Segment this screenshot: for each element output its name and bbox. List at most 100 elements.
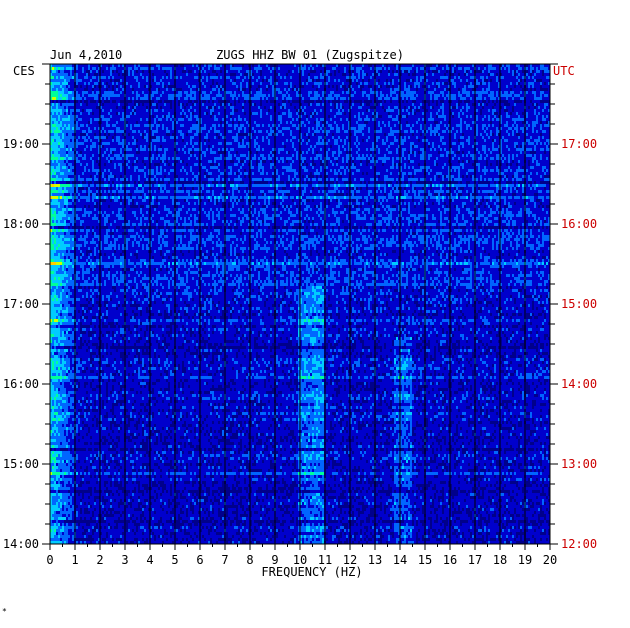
spectrogram-cell xyxy=(294,64,296,67)
spectrogram-cell xyxy=(472,193,474,196)
spectrogram-cell xyxy=(266,178,268,181)
spectrogram-cell xyxy=(98,151,100,154)
spectrogram-cell xyxy=(180,91,182,94)
spectrogram-cell xyxy=(58,94,60,97)
spectrogram-cell xyxy=(420,190,422,193)
spectrogram-cell xyxy=(464,121,466,124)
spectrogram-cell xyxy=(434,196,436,199)
spectrogram-cell xyxy=(318,154,320,157)
spectrogram-cell xyxy=(322,142,324,145)
spectrogram-cell xyxy=(136,94,138,97)
spectrogram-cell xyxy=(232,109,234,112)
spectrogram-cell xyxy=(150,172,152,175)
spectrogram-cell xyxy=(54,64,56,67)
spectrogram-cell xyxy=(288,109,290,112)
spectrogram-cell xyxy=(236,109,238,112)
spectrogram-cell xyxy=(290,196,292,199)
spectrogram-cell xyxy=(54,67,56,70)
spectrogram-cell xyxy=(254,67,256,70)
spectrogram-cell xyxy=(540,121,542,124)
spectrogram-cell xyxy=(434,127,436,130)
spectrogram-cell xyxy=(486,169,488,172)
spectrogram-cell xyxy=(62,166,64,169)
spectrogram-cell xyxy=(218,112,220,115)
spectrogram-cell xyxy=(116,157,118,160)
spectrogram-cell xyxy=(290,76,292,79)
spectrogram-cell xyxy=(510,181,512,184)
spectrogram-cell xyxy=(312,178,314,181)
spectrogram-cell xyxy=(378,85,380,88)
spectrogram-cell xyxy=(58,82,60,85)
spectrogram-cell xyxy=(548,142,550,145)
spectrogram-cell xyxy=(106,124,108,127)
spectrogram-cell xyxy=(220,70,222,73)
spectrogram-cell xyxy=(400,193,402,196)
spectrogram-cell xyxy=(64,103,66,106)
spectrogram-cell xyxy=(338,175,340,178)
spectrogram-cell xyxy=(218,88,220,91)
spectrogram-cell xyxy=(358,100,360,103)
spectrogram-cell xyxy=(472,85,474,88)
spectrogram-cell xyxy=(344,130,346,133)
spectrogram-cell xyxy=(234,118,236,121)
spectrogram-cell xyxy=(484,196,486,199)
spectrogram-cell xyxy=(414,73,416,76)
spectrogram-cell xyxy=(344,172,346,175)
spectrogram-cell xyxy=(520,169,522,172)
spectrogram-cell xyxy=(442,166,444,169)
spectrogram-cell xyxy=(346,130,348,133)
spectrogram-cell xyxy=(390,181,392,184)
spectrogram-cell xyxy=(458,172,460,175)
spectrogram-cell xyxy=(214,88,216,91)
spectrogram-cell xyxy=(56,199,58,202)
spectrogram-cell xyxy=(68,67,70,70)
spectrogram-cell xyxy=(70,70,72,73)
spectrogram-cell xyxy=(436,112,438,115)
spectrogram-cell xyxy=(448,124,450,127)
spectrogram-cell xyxy=(150,136,152,139)
spectrogram-cell xyxy=(108,169,110,172)
spectrogram-cell xyxy=(270,70,272,73)
spectrogram-cell xyxy=(268,190,270,193)
spectrogram-cell xyxy=(410,127,412,130)
spectrogram-cell xyxy=(154,136,156,139)
spectrogram-cell xyxy=(454,187,456,190)
spectrogram-cell xyxy=(314,178,316,181)
spectrogram-cell xyxy=(50,163,52,166)
spectrogram-cell xyxy=(432,145,434,148)
spectrogram-cell xyxy=(222,199,224,202)
spectrogram-cell xyxy=(500,148,502,151)
spectrogram-cell xyxy=(154,184,156,187)
spectrogram-cell xyxy=(84,166,86,169)
spectrogram-cell xyxy=(140,73,142,76)
spectrogram-cell xyxy=(428,118,430,121)
spectrogram-cell xyxy=(64,145,66,148)
spectrogram-cell xyxy=(236,124,238,127)
spectrogram-cell xyxy=(236,133,238,136)
spectrogram-cell xyxy=(478,82,480,85)
spectrogram-cell xyxy=(156,109,158,112)
spectrogram-cell xyxy=(296,151,298,154)
spectrogram-cell xyxy=(294,88,296,91)
spectrogram-cell xyxy=(416,76,418,79)
spectrogram-cell xyxy=(72,190,74,193)
spectrogram-cell xyxy=(246,121,248,124)
spectrogram-cell xyxy=(400,139,402,142)
spectrogram-cell xyxy=(248,94,250,97)
spectrogram-cell xyxy=(152,67,154,70)
spectrogram-cell xyxy=(182,139,184,142)
spectrogram-cell xyxy=(156,169,158,172)
spectrogram-cell xyxy=(502,76,504,79)
spectrogram-cell xyxy=(54,115,56,118)
spectrogram-cell xyxy=(206,112,208,115)
spectrogram-cell xyxy=(212,124,214,127)
spectrogram-cell xyxy=(350,100,352,103)
spectrogram-cell xyxy=(310,181,312,184)
spectrogram-cell xyxy=(212,88,214,91)
spectrogram-cell xyxy=(382,157,384,160)
spectrogram-cell xyxy=(540,181,542,184)
spectrogram-cell xyxy=(378,136,380,139)
spectrogram-cell xyxy=(118,157,120,160)
spectrogram-cell xyxy=(410,130,412,133)
spectrogram-cell xyxy=(414,187,416,190)
